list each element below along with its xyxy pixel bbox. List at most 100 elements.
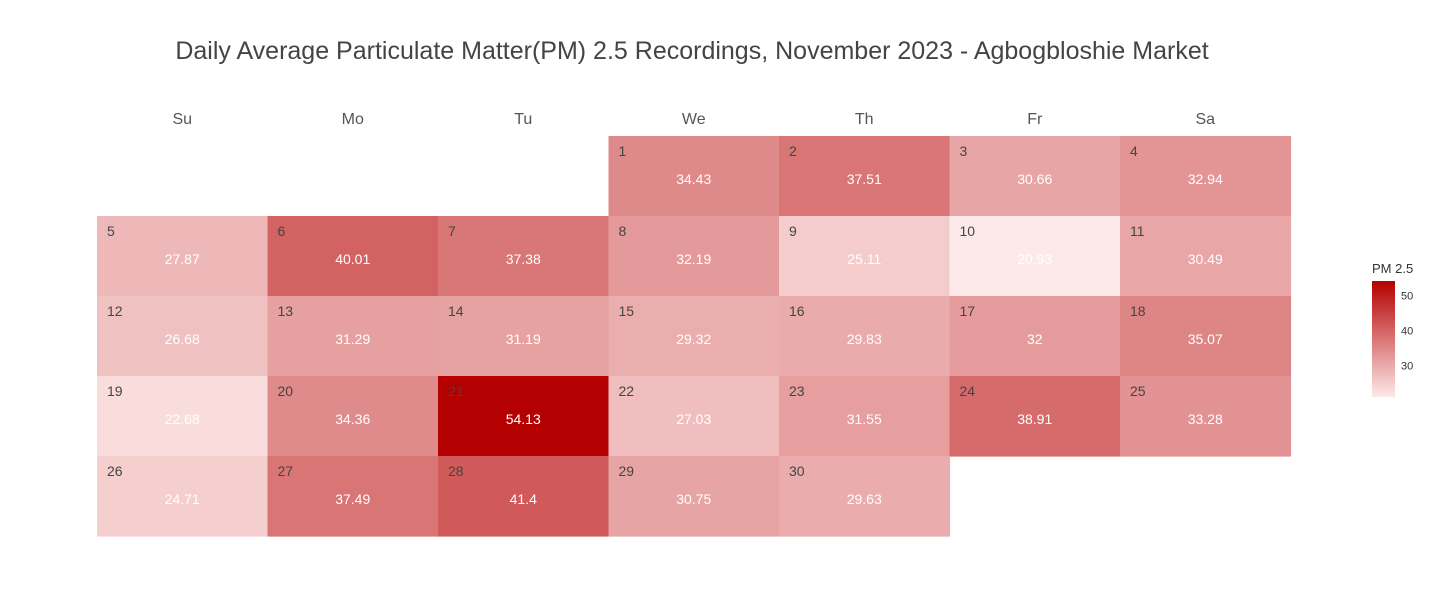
calendar-cell: 19 22.68 bbox=[97, 376, 269, 457]
weekday-label-fr: Fr bbox=[1027, 111, 1043, 128]
pm-value-label: 38.91 bbox=[1017, 411, 1052, 427]
calendar-cell: 24 38.91 bbox=[949, 376, 1121, 457]
day-number: 22 bbox=[619, 383, 635, 399]
calendar-cell: 10 20.93 bbox=[949, 216, 1121, 297]
cell-fill bbox=[1120, 216, 1292, 297]
day-number: 3 bbox=[960, 143, 968, 159]
pm-value-label: 37.49 bbox=[335, 491, 370, 507]
calendar-cell: 16 29.83 bbox=[779, 296, 951, 377]
color-legend: PM 2.5 30 40 50 bbox=[1372, 261, 1413, 397]
pm-value-label: 37.51 bbox=[847, 171, 882, 187]
day-number: 16 bbox=[789, 303, 805, 319]
calendar-cell: 925.11 bbox=[779, 216, 951, 297]
day-number: 25 bbox=[1130, 383, 1146, 399]
cell-fill bbox=[97, 456, 269, 537]
cell-fill bbox=[779, 296, 951, 377]
day-number: 21 bbox=[448, 383, 464, 399]
weekday-label-sa: Sa bbox=[1195, 111, 1215, 128]
cell-fill bbox=[1120, 296, 1292, 377]
day-number: 2 bbox=[789, 143, 797, 159]
day-number: 7 bbox=[448, 223, 456, 239]
pm-value-label: 30.66 bbox=[1017, 171, 1052, 187]
pm-value-label: 25.11 bbox=[847, 251, 881, 267]
weekday-label-mo: Mo bbox=[342, 111, 364, 128]
cell-fill bbox=[949, 216, 1121, 297]
cell-fill bbox=[438, 296, 610, 377]
pm-value-label: 30.49 bbox=[1188, 251, 1223, 267]
cell-fill bbox=[779, 136, 951, 217]
pm-value-label: 31.19 bbox=[506, 331, 541, 347]
pm-value-label: 22.68 bbox=[165, 411, 200, 427]
calendar-cell: 11 30.49 bbox=[1120, 216, 1292, 297]
cell-fill bbox=[438, 456, 610, 537]
cell-fill bbox=[949, 296, 1121, 377]
day-number: 13 bbox=[278, 303, 294, 319]
day-number: 4 bbox=[1130, 143, 1138, 159]
calendar-cell: 28 41.4 bbox=[438, 456, 610, 537]
calendar-cell: 13 31.29 bbox=[267, 296, 439, 377]
day-number: 8 bbox=[619, 223, 627, 239]
weekday-label-we: We bbox=[682, 111, 706, 128]
day-number: 29 bbox=[619, 463, 635, 479]
calendar-cell: 134.43 bbox=[608, 136, 780, 217]
legend-tick-label: 30 bbox=[1401, 360, 1413, 372]
legend-title: PM 2.5 bbox=[1372, 261, 1413, 276]
day-number: 18 bbox=[1130, 303, 1146, 319]
calendar-cell: 237.51 bbox=[779, 136, 951, 217]
pm-value-label: 31.55 bbox=[847, 411, 882, 427]
day-number: 5 bbox=[107, 223, 115, 239]
calendar-cell: 527.87 bbox=[97, 216, 269, 297]
legend-tick-label: 50 bbox=[1401, 290, 1413, 302]
day-number: 12 bbox=[107, 303, 123, 319]
day-number: 28 bbox=[448, 463, 464, 479]
pm-value-label: 27.87 bbox=[165, 251, 200, 267]
pm-value-label: 30.75 bbox=[676, 491, 711, 507]
cell-fill bbox=[97, 376, 269, 457]
weekday-label-su: Su bbox=[172, 111, 192, 128]
day-number: 17 bbox=[960, 303, 976, 319]
cell-fill bbox=[1120, 136, 1292, 217]
pm-value-label: 34.43 bbox=[676, 171, 711, 187]
cell-fill bbox=[267, 296, 439, 377]
day-number: 11 bbox=[1130, 223, 1145, 239]
legend-tick-label: 40 bbox=[1401, 325, 1413, 337]
calendar-cell: 737.38 bbox=[438, 216, 610, 297]
pm-value-label: 35.07 bbox=[1188, 331, 1223, 347]
calendar-cell: 30 29.63 bbox=[779, 456, 951, 537]
chart-title: Daily Average Particulate Matter(PM) 2.5… bbox=[175, 37, 1208, 65]
pm-value-label: 31.29 bbox=[335, 331, 370, 347]
calendar-cell: 21 54.13 bbox=[438, 376, 610, 457]
cell-fill bbox=[779, 456, 951, 537]
day-number: 9 bbox=[789, 223, 797, 239]
calendar-cell: 432.94 bbox=[1120, 136, 1292, 217]
cell-fill bbox=[949, 376, 1121, 457]
cell-fill bbox=[267, 216, 439, 297]
pm-value-label: 33.28 bbox=[1188, 411, 1223, 427]
calendar-cell: 22 27.03 bbox=[608, 376, 780, 457]
calendar-cell: 15 29.32 bbox=[608, 296, 780, 377]
cell-fill bbox=[608, 456, 780, 537]
cell-fill bbox=[949, 136, 1121, 217]
pm-value-label: 26.68 bbox=[165, 331, 200, 347]
day-number: 26 bbox=[107, 463, 123, 479]
calendar-cell: 26 24.71 bbox=[97, 456, 269, 537]
pm-value-label: 37.38 bbox=[506, 251, 541, 267]
calendar-cell: 832.19 bbox=[608, 216, 780, 297]
pm-value-label: 27.03 bbox=[676, 411, 711, 427]
pm-value-label: 40.01 bbox=[335, 251, 370, 267]
pm-value-label: 20.93 bbox=[1017, 251, 1052, 267]
calendar-cell: 29 30.75 bbox=[608, 456, 780, 537]
weekday-header: Su Mo Tu We Th Fr Sa bbox=[172, 111, 1215, 128]
cell-fill bbox=[438, 376, 610, 457]
cell-fill bbox=[608, 136, 780, 217]
calendar-cell: 330.66 bbox=[949, 136, 1121, 217]
pm-value-label: 24.71 bbox=[165, 491, 200, 507]
day-number: 15 bbox=[619, 303, 635, 319]
cell-fill bbox=[608, 296, 780, 377]
cell-fill bbox=[608, 216, 780, 297]
cell-fill bbox=[779, 216, 951, 297]
day-number: 1 bbox=[619, 143, 627, 159]
legend-color-bar bbox=[1372, 281, 1395, 397]
